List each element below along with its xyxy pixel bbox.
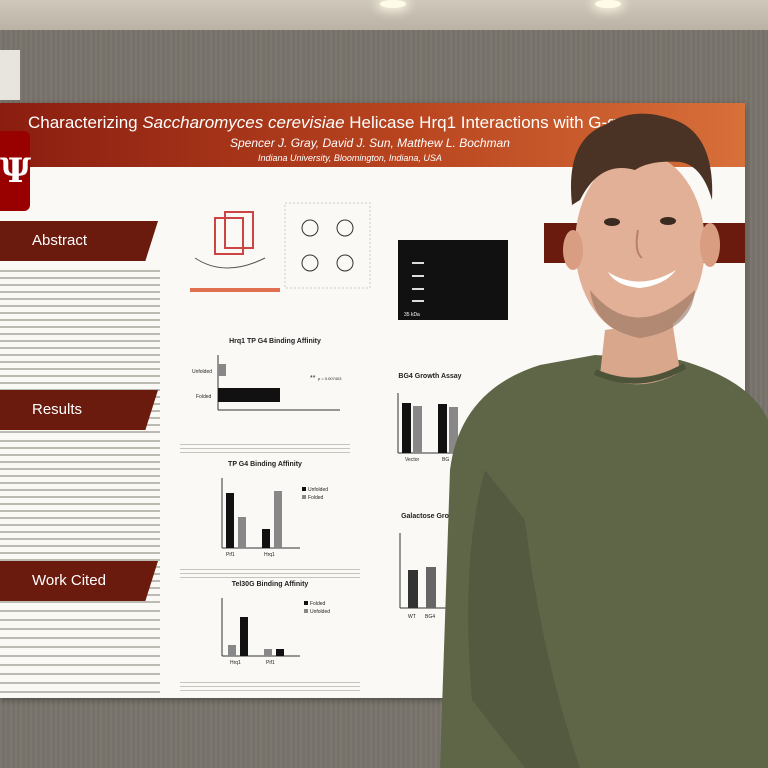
ceiling-light xyxy=(595,0,621,8)
g-quadruplex-diagram xyxy=(190,202,371,292)
figure-title-hrq1: Hrq1 TP G4 Binding Affinity xyxy=(229,338,321,345)
adjacent-poster-edge xyxy=(0,50,20,100)
figure-caption xyxy=(180,681,360,693)
svg-text:Hrq1: Hrq1 xyxy=(230,660,241,666)
smiling-student xyxy=(440,113,768,768)
svg-text:Vector: Vector xyxy=(405,457,420,463)
abstract-text xyxy=(0,268,160,468)
western-blot: 35 kDa xyxy=(398,240,508,320)
svg-text:Pif1: Pif1 xyxy=(226,552,235,558)
figure-title-tel30g: Tel30G Binding Affinity xyxy=(231,581,309,588)
category-folded: Folded xyxy=(196,394,212,400)
hrq1-binding-chart: Unfolded Folded ** p = 0.007403 xyxy=(192,355,342,411)
svg-text:Pif1: Pif1 xyxy=(266,660,275,666)
ceiling xyxy=(0,0,768,32)
svg-text:Hrq1: Hrq1 xyxy=(264,552,275,558)
p-value: p = 0.007403 xyxy=(318,376,342,381)
svg-text:BG4: BG4 xyxy=(425,614,435,620)
svg-text:Folded: Folded xyxy=(310,601,326,607)
section-results: Results xyxy=(0,390,158,430)
gel-marker: 35 kDa xyxy=(404,312,420,318)
bar-folded xyxy=(218,388,280,402)
poster-authors: Spencer J. Gray, David J. Sun, Matthew L… xyxy=(230,136,510,150)
category-unfolded: Unfolded xyxy=(192,369,212,375)
tp-binding-chart: Pif1 Hrq1 Unfolded Folded xyxy=(221,478,328,558)
svg-text:Unfolded: Unfolded xyxy=(310,609,330,615)
svg-text:Unfolded: Unfolded xyxy=(308,487,328,493)
section-work-cited: Work Cited xyxy=(0,561,158,601)
svg-text:WT: WT xyxy=(408,614,416,620)
figure-title-bg4: BG4 Growth Assay xyxy=(398,373,462,380)
tel30g-binding-chart: Hrq1 Pif1 Folded Unfolded xyxy=(221,598,330,666)
significance: ** xyxy=(310,375,316,382)
poster-affiliation: Indiana University, Bloomington, Indiana… xyxy=(258,153,442,163)
figure-title-galactose: Galactose Gro xyxy=(401,513,449,520)
poster-title: Characterizing Saccharomyces cerevisiae … xyxy=(28,113,646,132)
svg-text:Folded: Folded xyxy=(308,495,324,501)
figure-title-tp: TP G4 Binding Affinity xyxy=(228,461,302,468)
bar-unfolded xyxy=(218,364,226,376)
figure-caption xyxy=(180,443,350,455)
references-text xyxy=(0,608,160,693)
svg-text:BG: BG xyxy=(442,457,449,463)
figure-caption xyxy=(180,568,360,580)
section-abstract: Abstract xyxy=(0,221,158,261)
ceiling-light xyxy=(380,0,406,8)
iu-logo: Ψ xyxy=(0,131,31,211)
galactose-growth-chart: WT BG4 xyxy=(399,533,448,620)
